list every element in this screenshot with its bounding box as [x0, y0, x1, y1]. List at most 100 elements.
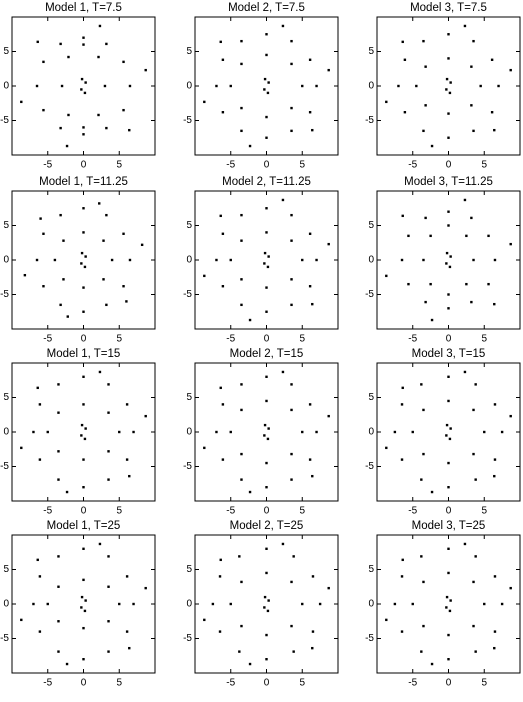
particle	[240, 129, 243, 133]
particle	[474, 383, 477, 386]
particle	[315, 430, 318, 434]
particle	[401, 40, 404, 44]
particle	[318, 602, 322, 606]
particle	[483, 602, 486, 606]
particle	[215, 430, 218, 434]
particle	[107, 450, 110, 453]
particle	[80, 434, 83, 437]
y-tick-label: 5	[368, 564, 374, 575]
particle	[248, 144, 252, 148]
particle	[400, 258, 404, 262]
particle	[447, 33, 450, 36]
particle	[263, 88, 266, 91]
panel-title: Model 3, T=11.25	[404, 176, 493, 188]
y-tick-label: 0	[3, 255, 9, 266]
particle	[424, 65, 427, 68]
particle	[248, 318, 252, 322]
particle	[290, 62, 293, 66]
particle	[229, 602, 232, 606]
particle	[327, 242, 330, 246]
particle	[122, 60, 125, 64]
particle	[203, 274, 206, 278]
x-tick-label: 0	[81, 160, 87, 171]
plot-frame	[11, 190, 156, 330]
particle	[290, 303, 293, 307]
particle	[57, 650, 60, 653]
x-tick-label: -5	[43, 678, 52, 689]
particle	[203, 446, 206, 450]
particle	[400, 575, 404, 578]
particle	[429, 234, 432, 238]
x-tick-label: 0	[264, 506, 270, 517]
particle	[265, 375, 268, 378]
particle	[98, 542, 102, 546]
particle	[266, 91, 270, 95]
particle	[67, 55, 70, 59]
x-tick-label: 0	[81, 678, 87, 689]
particle	[327, 68, 330, 72]
particle	[422, 624, 425, 628]
particle	[493, 403, 497, 406]
particle	[429, 282, 432, 286]
x-tick-label: 5	[299, 678, 305, 689]
particle	[219, 40, 222, 44]
particle	[472, 624, 475, 628]
particle	[42, 108, 45, 112]
particle	[470, 300, 473, 304]
particle	[98, 24, 102, 28]
particle	[445, 77, 449, 81]
particle	[38, 458, 42, 461]
particle	[82, 626, 85, 630]
particle	[215, 258, 218, 262]
particle	[311, 630, 315, 633]
y-tick-label: -5	[183, 461, 192, 472]
y-tick-label: -5	[183, 115, 192, 126]
y-tick-label: 5	[186, 46, 192, 57]
particle	[311, 474, 314, 478]
x-tick-label: -5	[43, 160, 52, 171]
particle	[36, 40, 39, 44]
particle	[265, 658, 268, 661]
particle	[424, 216, 427, 220]
particle	[447, 375, 450, 378]
particle	[420, 383, 423, 386]
particle	[474, 478, 477, 481]
x-tick-label: -5	[43, 334, 52, 345]
particle	[500, 602, 504, 606]
particle	[240, 213, 243, 217]
particle	[447, 57, 450, 60]
particle	[82, 403, 85, 406]
particle	[102, 239, 105, 242]
particle	[98, 370, 102, 374]
particle	[311, 575, 315, 578]
particle	[32, 430, 35, 434]
particle	[240, 106, 243, 110]
particle	[265, 547, 268, 550]
x-tick-label: -5	[226, 334, 235, 345]
particle	[107, 555, 110, 558]
particle	[411, 602, 414, 606]
particle	[82, 578, 85, 582]
particle	[463, 370, 467, 374]
y-tick-label: -5	[365, 461, 374, 472]
particle	[118, 430, 121, 434]
particle	[240, 383, 243, 386]
particle	[107, 383, 110, 386]
particle	[301, 258, 304, 262]
particle	[215, 84, 218, 88]
particle	[290, 408, 293, 412]
y-tick-label: 5	[3, 46, 9, 57]
particle	[445, 88, 448, 91]
panel-title: Model 3, T=7.5	[410, 2, 487, 14]
particle	[470, 216, 473, 220]
particle	[80, 251, 84, 255]
particle	[400, 403, 404, 406]
particle	[265, 33, 268, 36]
particle	[430, 318, 434, 322]
x-tick-label: 5	[481, 334, 487, 345]
particle	[420, 478, 423, 481]
particle	[422, 580, 425, 584]
particle	[290, 129, 293, 133]
panel-title: Model 1, T=25	[47, 520, 121, 532]
particle	[497, 84, 500, 88]
